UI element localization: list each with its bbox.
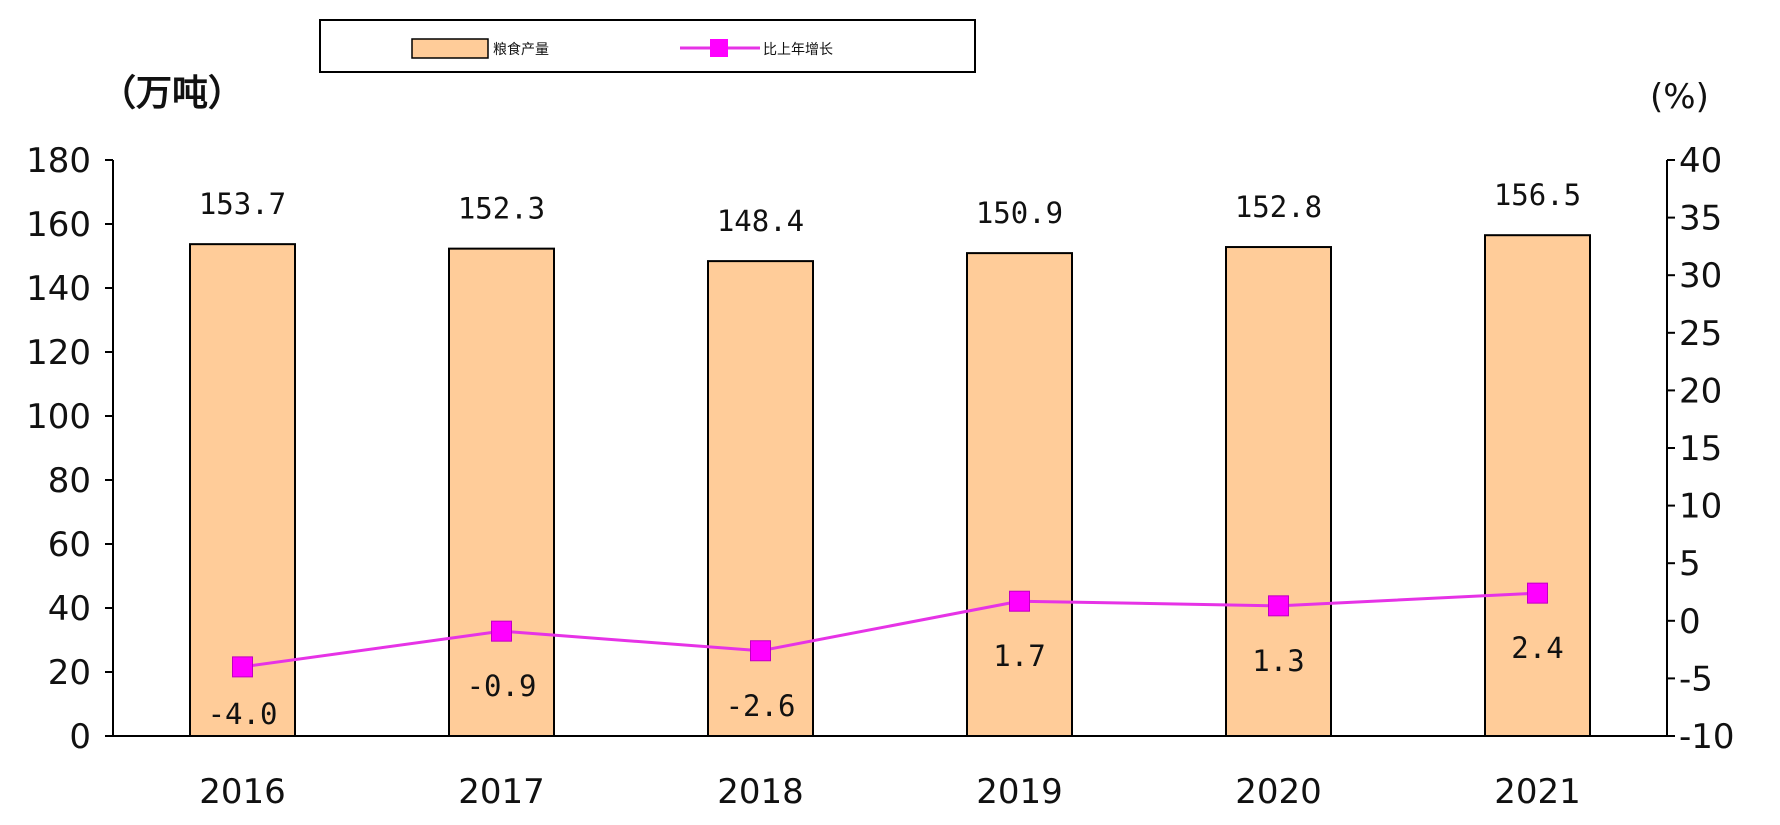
growth-line — [242, 591, 1538, 669]
bar-data-label: 152.3 — [458, 192, 545, 226]
bar — [966, 252, 1073, 737]
legend-line-label: 比上年增长 — [763, 42, 833, 58]
growth-data-label: 1.7 — [993, 639, 1045, 673]
left-tick-label: 40 — [48, 589, 91, 629]
right-axis-ticks: -10 -5 0 5 10 15 20 25 30 35 40 — [1667, 141, 1735, 757]
right-tick-label: 15 — [1679, 429, 1722, 469]
legend: 粮食产量 比上年增长 — [319, 19, 976, 73]
bar — [448, 247, 555, 737]
growth-data-label: -2.6 — [726, 689, 796, 723]
growth-data-label: 1.3 — [1252, 644, 1304, 678]
left-tick-label: 180 — [26, 141, 91, 181]
left-tick-label: 120 — [26, 333, 91, 373]
right-tick-label: 40 — [1679, 141, 1722, 181]
legend-bar-swatch — [411, 38, 489, 59]
bar-data-labels: 153.7 152.3 148.4 150.9 152.8 156.5 — [199, 178, 1581, 238]
x-tick-label: 2021 — [1494, 772, 1581, 812]
growth-marker — [750, 640, 771, 662]
bar-data-label: 152.8 — [1235, 190, 1322, 224]
legend-line-marker — [710, 39, 728, 57]
growth-data-label: 2.4 — [1511, 631, 1563, 665]
left-tick-label: 80 — [48, 461, 91, 501]
growth-data-label: -0.9 — [467, 669, 537, 703]
x-tick-label: 2018 — [717, 772, 804, 812]
right-tick-label: 20 — [1679, 371, 1722, 411]
bar — [189, 243, 296, 737]
bar-data-label: 156.5 — [1494, 178, 1581, 212]
left-tick-label: 160 — [26, 205, 91, 245]
right-tick-label: 25 — [1679, 314, 1722, 354]
line-series — [232, 582, 1548, 678]
bar — [1225, 246, 1332, 737]
legend-bar-label: 粮食产量 — [493, 41, 549, 58]
bar — [1484, 234, 1591, 737]
growth-marker — [491, 620, 512, 642]
right-tick-label: -10 — [1679, 717, 1735, 757]
left-tick-label: 100 — [26, 397, 91, 437]
right-tick-label: -5 — [1679, 659, 1713, 699]
bar-series — [189, 234, 1591, 737]
growth-marker — [1527, 582, 1548, 604]
x-axis-labels: 2016 2017 2018 2019 2020 2021 — [199, 772, 1581, 812]
bar — [707, 260, 814, 737]
x-tick-label: 2020 — [1235, 772, 1322, 812]
growth-data-label: -4.0 — [208, 697, 278, 731]
line-data-labels: -4.0 -0.9 -2.6 1.7 1.3 2.4 — [208, 631, 1564, 731]
right-tick-label: 30 — [1679, 256, 1722, 296]
right-tick-label: 35 — [1679, 199, 1722, 239]
bar-data-label: 153.7 — [199, 187, 286, 221]
left-tick-label: 60 — [48, 525, 91, 565]
left-tick-label: 0 — [69, 717, 91, 757]
left-tick-label: 140 — [26, 269, 91, 309]
right-axis-unit: (%) — [1650, 77, 1709, 117]
bar-data-label: 148.4 — [717, 204, 804, 238]
bar-data-label: 150.9 — [976, 196, 1063, 230]
x-tick-label: 2019 — [976, 772, 1063, 812]
left-tick-label: 20 — [48, 653, 91, 693]
left-axis-ticks: 0 20 40 60 80 100 120 140 160 180 — [26, 141, 113, 757]
right-tick-label: 0 — [1679, 602, 1701, 642]
right-tick-label: 10 — [1679, 487, 1722, 527]
x-tick-label: 2016 — [199, 772, 286, 812]
right-tick-label: 5 — [1679, 544, 1701, 584]
left-axis-unit: （万吨） — [100, 73, 244, 114]
growth-marker — [1009, 590, 1030, 612]
growth-marker — [232, 656, 253, 678]
growth-marker — [1268, 595, 1289, 617]
x-tick-label: 2017 — [458, 772, 545, 812]
